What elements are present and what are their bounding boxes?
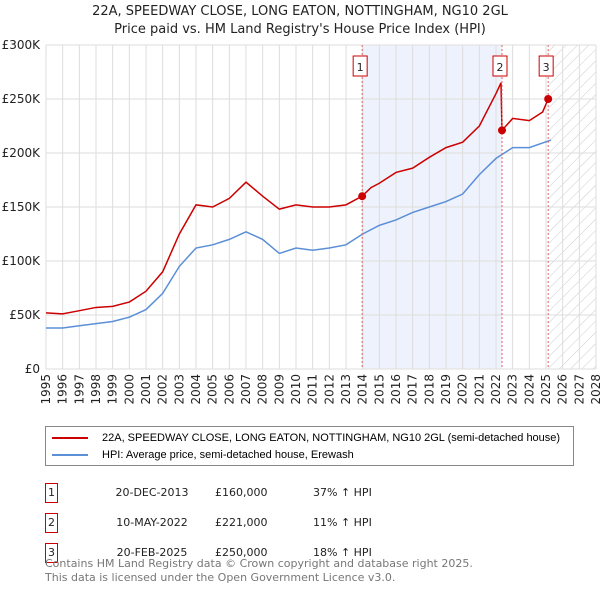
x-tick-label: 2025: [539, 374, 553, 405]
sale-price: £250,000: [215, 546, 268, 559]
x-tick-label: 2010: [289, 374, 303, 405]
x-tick-label: 2022: [489, 374, 503, 405]
sale-point: [544, 95, 553, 103]
footer-line-2: This data is licensed under the Open Gov…: [45, 571, 396, 584]
x-tick-label: 2012: [322, 374, 336, 405]
sale-hpi-change: 18% ↑ HPI: [313, 546, 372, 559]
y-tick-label: £150K: [2, 200, 42, 214]
sale-price: £221,000: [215, 516, 268, 529]
sale-label: 2: [497, 61, 504, 74]
sale-number: 2: [45, 513, 58, 533]
property-price-line: [45, 82, 549, 315]
sale-number: 3: [45, 543, 58, 563]
x-tick-label: 2023: [506, 374, 520, 405]
x-tick-label: 2021: [472, 374, 486, 405]
legend-red-line: [52, 437, 88, 439]
legend: 22A, SPEEDWAY CLOSE, LONG EATON, NOTTING…: [45, 426, 574, 466]
x-tick-label: 2000: [122, 374, 136, 405]
legend-label-hpi: HPI: Average price, semi-detached house,…: [102, 449, 354, 461]
x-tick-label: 1996: [56, 374, 70, 405]
sale-point: [358, 192, 367, 201]
sale-number: 1: [45, 483, 58, 503]
x-tick-label: 2024: [522, 374, 536, 405]
y-tick-label: £0: [25, 362, 40, 376]
x-tick-label: 1998: [89, 374, 103, 405]
footer-line-1: Contains HM Land Registry data © Crown c…: [45, 557, 473, 570]
hpi-line: [46, 139, 552, 329]
x-tick-label: 2016: [389, 374, 403, 405]
sale-hpi-change: 11% ↑ HPI: [313, 516, 372, 529]
x-tick-label: 2019: [439, 374, 453, 405]
y-tick-label: £300K: [2, 38, 42, 52]
chart-subtitle: Price paid vs. HM Land Registry's House …: [114, 22, 486, 37]
legend-blue-line: [52, 454, 88, 456]
chart-title: 22A, SPEEDWAY CLOSE, LONG EATON, NOTTING…: [92, 4, 508, 19]
y-tick-label: £250K: [2, 92, 42, 106]
x-tick-label: 2007: [239, 374, 253, 405]
x-tick-label: 1999: [106, 374, 120, 405]
sale-label-box: [492, 55, 508, 77]
x-tick-label: 2017: [406, 374, 420, 405]
y-tick-label: £100K: [2, 254, 42, 268]
sale-price: £160,000: [215, 486, 268, 499]
x-tick-label: 2015: [372, 374, 386, 405]
sale-date: 20-FEB-2025: [116, 546, 188, 559]
sale-date: 20-DEC-2013: [115, 486, 189, 499]
x-tick-label: 2006: [222, 374, 236, 405]
x-tick-label: 2009: [272, 374, 286, 405]
x-tick-label: 2013: [339, 374, 353, 405]
x-tick-label: 2011: [306, 374, 320, 405]
sale-point: [498, 126, 506, 135]
x-tick-label: 2018: [422, 374, 436, 405]
sale-date: 10-MAY-2022: [116, 516, 188, 529]
x-tick-label: 2002: [156, 374, 170, 405]
y-tick-label: £200K: [2, 146, 42, 160]
x-tick-label: 2008: [256, 374, 270, 405]
x-tick-label: 2003: [172, 374, 186, 405]
sale-label: 3: [543, 61, 550, 74]
x-tick-label: 2028: [589, 374, 600, 405]
x-tick-label: 2027: [572, 374, 586, 405]
plot-area: 1995 1996 1997 1998 1999 2000 2001 2002 2003 2004…: [2, 38, 600, 405]
sale-label-box: [538, 55, 554, 77]
x-tick-label: 2001: [139, 374, 153, 405]
x-tick-label: 1997: [72, 374, 86, 405]
sale-label: 1: [357, 61, 364, 74]
x-tick-label: 2026: [556, 374, 570, 405]
x-tick-label: 2004: [189, 374, 203, 405]
x-tick-label: 2005: [206, 374, 220, 405]
footer: Contains HM Land Registry data © Crown c…: [45, 557, 473, 585]
legend-label-property: 22A, SPEEDWAY CLOSE, LONG EATON, NOTTING…: [102, 432, 561, 444]
y-tick-label: £50K: [9, 308, 41, 322]
sale-hpi-change: 37% ↑ HPI: [313, 486, 372, 499]
sale-label-box: [352, 55, 368, 77]
x-tick-label: 2014: [356, 374, 370, 405]
x-tick-label: 1995: [39, 374, 53, 405]
x-tick-label: 2020: [456, 374, 470, 405]
